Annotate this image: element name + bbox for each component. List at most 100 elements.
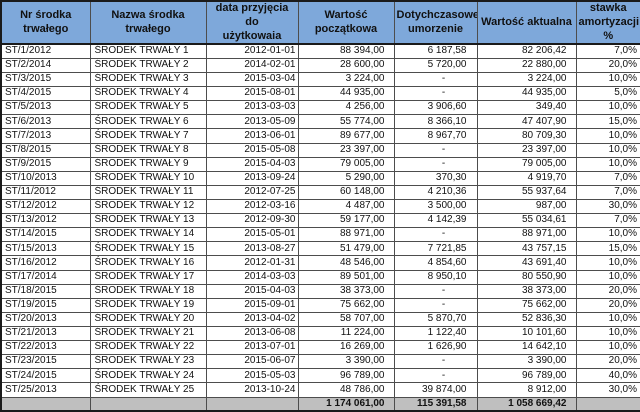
- cell-amortization-rate[interactable]: 15,0%: [575, 241, 640, 257]
- cell-current-value[interactable]: 47 407,90: [476, 114, 577, 130]
- cell-current-value[interactable]: 82 206,42: [476, 43, 577, 59]
- column-header-current-value[interactable]: Wartość aktualna: [476, 0, 577, 46]
- cell-current-value[interactable]: 23 397,00: [476, 142, 577, 158]
- cell-initial-value[interactable]: 89 677,00: [297, 128, 395, 144]
- cell-amortization-rate[interactable]: 10,0%: [575, 142, 640, 158]
- cell-asset-number[interactable]: ST/14/2015: [0, 227, 91, 243]
- cell-asset-number[interactable]: ST/5/2013: [0, 100, 91, 116]
- cell-asset-number[interactable]: ST/11/2012: [0, 184, 91, 200]
- cell-amortization-rate[interactable]: 7,0%: [575, 213, 640, 229]
- cell-amortization-rate[interactable]: 40,0%: [575, 368, 640, 384]
- cell-amortization-rate[interactable]: 20,0%: [575, 57, 640, 73]
- cell-asset-name[interactable]: ŚRODEK TRWAŁY 15: [89, 241, 207, 257]
- cell-initial-value[interactable]: 4 487,00: [297, 198, 395, 215]
- cell-current-value[interactable]: 22 880,00: [476, 57, 577, 73]
- cell-depreciation[interactable]: 6 187,58: [393, 43, 478, 59]
- cell-asset-number[interactable]: ST/7/2013: [0, 128, 91, 144]
- total-cell-empty-name[interactable]: [89, 396, 207, 412]
- cell-current-value[interactable]: 55 937,64: [476, 184, 577, 200]
- cell-initial-value[interactable]: 89 501,00: [297, 269, 395, 285]
- cell-amortization-rate[interactable]: 5,0%: [575, 86, 640, 102]
- cell-depreciation[interactable]: -: [393, 354, 478, 370]
- cell-initial-value[interactable]: 58 707,00: [297, 311, 395, 327]
- cell-asset-number[interactable]: ST/12/2012: [0, 198, 91, 215]
- cell-asset-number[interactable]: ST/16/2012: [0, 255, 91, 271]
- cell-date-of-use[interactable]: 2013-08-27: [205, 241, 299, 257]
- cell-date-of-use[interactable]: 2015-08-01: [205, 86, 299, 102]
- cell-current-value[interactable]: 75 662,00: [476, 297, 577, 313]
- cell-amortization-rate[interactable]: 10,0%: [575, 71, 640, 88]
- cell-asset-number[interactable]: ST/19/2015: [0, 297, 91, 313]
- cell-asset-number[interactable]: ST/17/2014: [0, 269, 91, 285]
- cell-amortization-rate[interactable]: 10,0%: [575, 128, 640, 144]
- cell-date-of-use[interactable]: 2015-04-03: [205, 156, 299, 172]
- cell-amortization-rate[interactable]: 10,0%: [575, 311, 640, 327]
- cell-initial-value[interactable]: 5 290,00: [297, 170, 395, 186]
- cell-current-value[interactable]: 987,00: [476, 198, 577, 215]
- cell-asset-name[interactable]: ŚRODEK TRWAŁY 21: [89, 325, 207, 342]
- cell-asset-name[interactable]: ŚRODEK TRWAŁY 5: [89, 100, 207, 116]
- cell-asset-name[interactable]: ŚRODEK TRWAŁY 1: [89, 43, 207, 59]
- cell-date-of-use[interactable]: 2015-05-08: [205, 142, 299, 158]
- cell-amortization-rate[interactable]: 15,0%: [575, 114, 640, 130]
- cell-asset-number[interactable]: ST/10/2013: [0, 170, 91, 186]
- cell-initial-value[interactable]: 11 224,00: [297, 325, 395, 342]
- cell-initial-value[interactable]: 48 546,00: [297, 255, 395, 271]
- cell-depreciation[interactable]: 3 906,60: [393, 100, 478, 116]
- cell-asset-number[interactable]: ST/25/2013: [0, 382, 91, 398]
- cell-date-of-use[interactable]: 2013-10-24: [205, 382, 299, 398]
- cell-asset-name[interactable]: ŚRODEK TRWAŁY 7: [89, 128, 207, 144]
- cell-initial-value[interactable]: 16 269,00: [297, 340, 395, 356]
- cell-asset-name[interactable]: ŚRODEK TRWAŁY 3: [89, 71, 207, 88]
- cell-depreciation[interactable]: 39 874,00: [393, 382, 478, 398]
- cell-amortization-rate[interactable]: 10,0%: [575, 255, 640, 271]
- cell-asset-name[interactable]: ŚRODEK TRWAŁY 16: [89, 255, 207, 271]
- cell-date-of-use[interactable]: 2013-06-08: [205, 325, 299, 342]
- cell-initial-value[interactable]: 79 005,00: [297, 156, 395, 172]
- cell-depreciation[interactable]: 1 626,90: [393, 340, 478, 356]
- cell-depreciation[interactable]: 1 122,40: [393, 325, 478, 342]
- cell-amortization-rate[interactable]: 20,0%: [575, 354, 640, 370]
- cell-initial-value[interactable]: 88 971,00: [297, 227, 395, 243]
- cell-depreciation[interactable]: 8 967,70: [393, 128, 478, 144]
- cell-depreciation[interactable]: -: [393, 86, 478, 102]
- cell-asset-number[interactable]: ST/24/2015: [0, 368, 91, 384]
- cell-asset-name[interactable]: ŚRODEK TRWAŁY 4: [89, 86, 207, 102]
- column-header-date-of-use[interactable]: data przyjęcia do użytkowaia: [205, 0, 299, 46]
- cell-current-value[interactable]: 52 836,30: [476, 311, 577, 327]
- cell-asset-number[interactable]: ST/22/2013: [0, 340, 91, 356]
- cell-current-value[interactable]: 38 373,00: [476, 283, 577, 299]
- cell-date-of-use[interactable]: 2013-03-03: [205, 100, 299, 116]
- cell-date-of-use[interactable]: 2014-02-01: [205, 57, 299, 73]
- total-cell-empty-date[interactable]: [205, 396, 299, 412]
- cell-initial-value[interactable]: 3 390,00: [297, 354, 395, 370]
- cell-current-value[interactable]: 55 034,61: [476, 213, 577, 229]
- total-depreciation[interactable]: 115 391,58: [393, 396, 478, 412]
- cell-depreciation[interactable]: 5 870,70: [393, 311, 478, 327]
- cell-date-of-use[interactable]: 2015-05-01: [205, 227, 299, 243]
- cell-asset-name[interactable]: ŚRODEK TRWAŁY 6: [89, 114, 207, 130]
- column-header-amortization-rate[interactable]: stawka amortyzacji %: [575, 0, 640, 46]
- cell-depreciation[interactable]: -: [393, 368, 478, 384]
- cell-amortization-rate[interactable]: 7,0%: [575, 184, 640, 200]
- cell-depreciation[interactable]: 4 142,39: [393, 213, 478, 229]
- cell-asset-name[interactable]: ŚRODEK TRWAŁY 19: [89, 297, 207, 313]
- cell-date-of-use[interactable]: 2013-05-09: [205, 114, 299, 130]
- cell-asset-number[interactable]: ST/6/2013: [0, 114, 91, 130]
- cell-asset-name[interactable]: ŚRODEK TRWAŁY 25: [89, 382, 207, 398]
- cell-asset-number[interactable]: ST/15/2013: [0, 241, 91, 257]
- cell-asset-number[interactable]: ST/1/2012: [0, 43, 91, 59]
- cell-asset-name[interactable]: ŚRODEK TRWAŁY 23: [89, 354, 207, 370]
- cell-initial-value[interactable]: 48 786,00: [297, 382, 395, 398]
- cell-depreciation[interactable]: 8 950,10: [393, 269, 478, 285]
- cell-asset-number[interactable]: ST/13/2012: [0, 213, 91, 229]
- cell-initial-value[interactable]: 96 789,00: [297, 368, 395, 384]
- cell-amortization-rate[interactable]: 7,0%: [575, 43, 640, 59]
- cell-initial-value[interactable]: 51 479,00: [297, 241, 395, 257]
- cell-asset-name[interactable]: ŚRODEK TRWAŁY 14: [89, 227, 207, 243]
- cell-initial-value[interactable]: 75 662,00: [297, 297, 395, 313]
- cell-amortization-rate[interactable]: 10,0%: [575, 156, 640, 172]
- cell-initial-value[interactable]: 59 177,00: [297, 213, 395, 229]
- cell-asset-name[interactable]: ŚRODEK TRWAŁY 13: [89, 213, 207, 229]
- cell-date-of-use[interactable]: 2015-09-01: [205, 297, 299, 313]
